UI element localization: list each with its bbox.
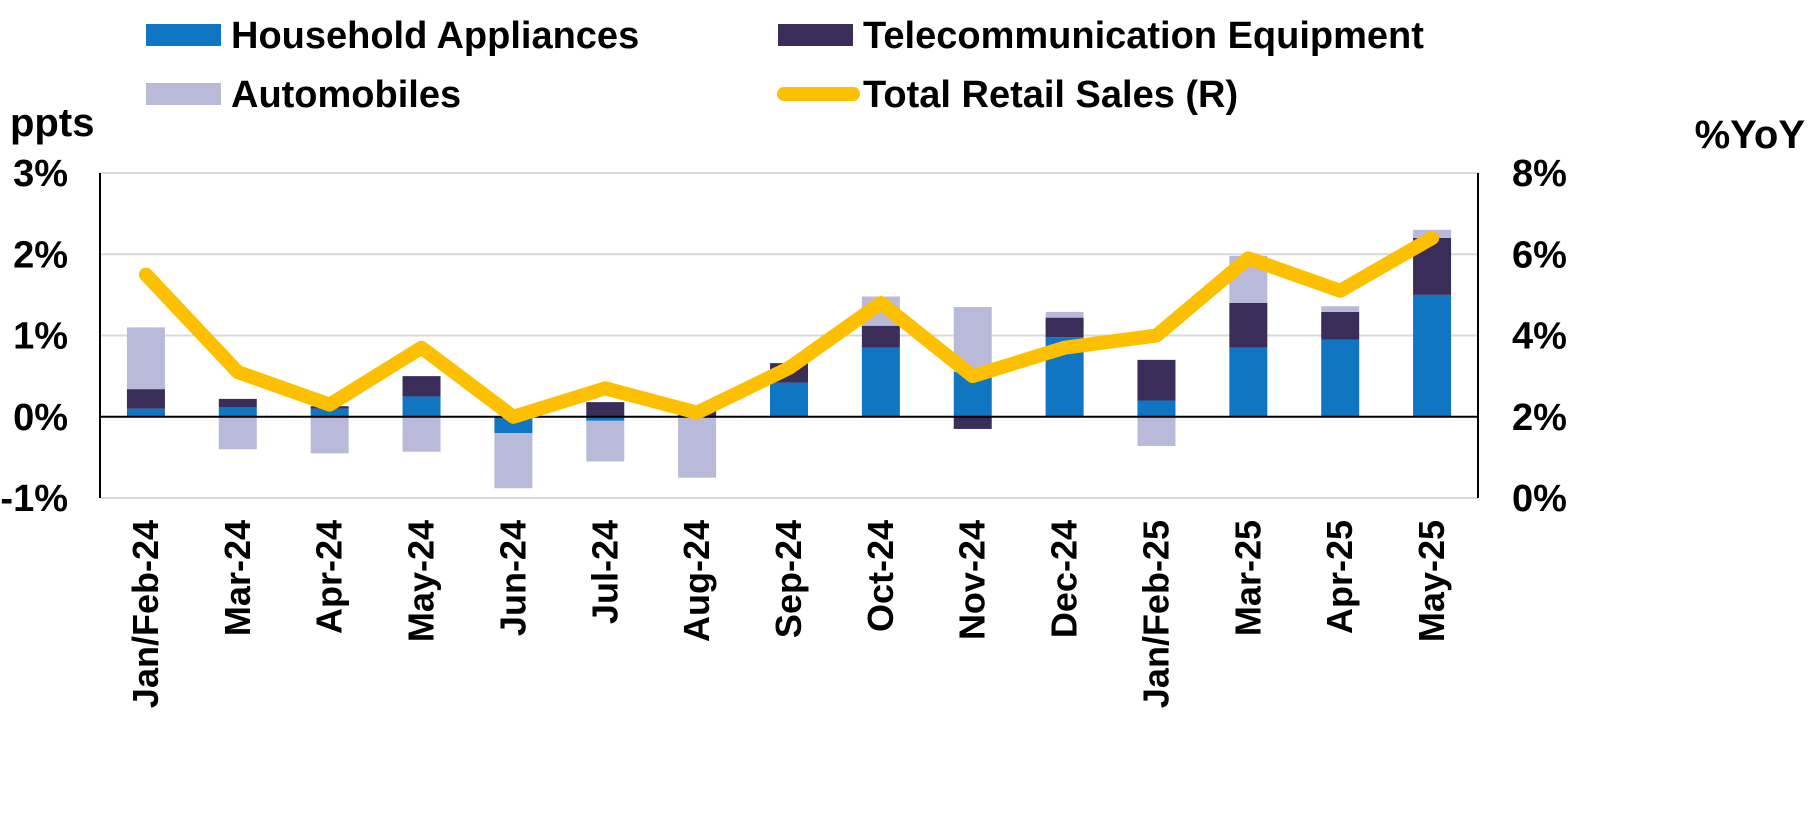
x-tick-label: Mar-24 [217,520,258,636]
left-tick-label: 0% [13,397,68,439]
point-total-retail-sales-r-mar-24 [236,371,239,374]
point-total-retail-sales-r-oct-24 [879,302,882,304]
bar-household-appliances-apr-25 [1321,339,1360,417]
point-total-retail-sales-r-dec-24 [1063,346,1066,349]
bar-household-appliances-mar-24 [218,407,257,417]
x-tick-label: Dec-24 [1044,520,1085,638]
bar-telecommunication-equipment-nov-24 [953,416,992,429]
x-tick-label: Sep-24 [768,520,809,638]
bar-telecommunication-equipment-jan-feb-24 [126,389,165,409]
legend-label-total-retail-sales-r: Total Retail Sales (R) [863,74,1238,116]
point-total-retail-sales-r-jun-24 [512,415,515,418]
bar-telecommunication-equipment-dec-24 [1045,317,1084,338]
x-tick-label: Jun-24 [492,520,533,636]
legend-label-household-appliances: Household Appliances [231,15,639,57]
bar-telecommunication-equipment-oct-24 [861,325,900,348]
bar-household-appliances-apr-24 [310,408,349,417]
bar-household-appliances-jan-feb-24 [126,408,165,417]
legend-swatch-automobiles [146,83,221,105]
bar-telecommunication-equipment-jan-feb-25 [1137,359,1176,401]
point-total-retail-sales-r-nov-24 [971,375,974,378]
legend-swatch-household-appliances [146,24,221,46]
bar-automobiles-jul-24 [586,420,625,462]
x-tick-label: May-25 [1411,520,1452,642]
legend-label-telecommunication-equipment: Telecommunication Equipment [863,15,1424,57]
x-tick-label: May-24 [401,520,442,642]
right-tick-label: 6% [1512,234,1567,276]
bar-automobiles-jan-feb-24 [126,327,165,390]
point-total-retail-sales-r-jan-feb-25 [1155,334,1158,337]
bar-automobiles-dec-24 [1045,311,1084,318]
left-tick-label: -1% [0,478,68,520]
point-total-retail-sales-r-sep-24 [788,367,790,369]
point-total-retail-sales-r-apr-25 [1339,289,1342,292]
legend-swatch-telecommunication-equipment [778,24,853,46]
left-tick-label: 1% [13,316,68,358]
bar-household-appliances-may-25 [1413,294,1452,417]
x-tick-label: Jan/Feb-24 [125,520,166,708]
point-total-retail-sales-r-jan-feb-24 [144,273,147,276]
bar-telecommunication-equipment-jul-24 [586,402,625,417]
bar-automobiles-apr-25 [1321,306,1360,312]
bar-automobiles-aug-24 [678,416,717,478]
x-tick-label: Apr-25 [1319,520,1360,634]
legend-label-automobiles: Automobiles [231,74,461,116]
bar-household-appliances-jan-feb-25 [1137,400,1176,417]
bar-household-appliances-jul-24 [586,416,625,421]
bar-automobiles-jun-24 [494,433,533,489]
bar-automobiles-may-24 [402,416,441,452]
point-total-retail-sales-r-aug-24 [696,411,699,414]
bar-household-appliances-sep-24 [770,382,808,417]
x-tick-label: Aug-24 [676,520,717,642]
bar-automobiles-apr-24 [310,416,349,454]
bar-telecommunication-equipment-apr-25 [1321,311,1360,340]
right-tick-label: 4% [1512,316,1567,358]
right-tick-label: 8% [1512,153,1567,195]
right-tick-label: 0% [1512,478,1567,520]
bar-telecommunication-equipment-may-24 [402,376,441,397]
x-tick-label: Jan/Feb-25 [1135,520,1176,708]
bar-automobiles-jan-feb-25 [1137,416,1176,446]
bar-household-appliances-oct-24 [861,347,900,417]
left-axis-title: ppts [10,101,94,145]
bar-telecommunication-equipment-mar-24 [218,398,257,407]
point-total-retail-sales-r-may-25 [1431,237,1434,239]
right-axis-title: %YoY [1695,113,1806,157]
right-tick-label: 2% [1512,397,1567,439]
point-total-retail-sales-r-may-24 [420,346,423,349]
x-tick-label: Mar-25 [1227,520,1268,636]
left-tick-label: 2% [13,234,68,276]
point-total-retail-sales-r-jul-24 [604,387,607,390]
x-tick-label: Nov-24 [952,520,993,640]
point-total-retail-sales-r-mar-25 [1247,257,1250,260]
bar-household-appliances-may-24 [402,396,441,417]
x-tick-label: Oct-24 [860,520,901,632]
bar-telecommunication-equipment-mar-25 [1229,303,1268,348]
x-tick-label: Jul-24 [584,520,625,624]
bar-household-appliances-mar-25 [1229,347,1268,417]
x-tick-label: Apr-24 [309,520,350,634]
bar-automobiles-mar-24 [218,416,257,450]
point-total-retail-sales-r-apr-24 [328,403,331,406]
left-tick-label: 3% [13,153,68,195]
